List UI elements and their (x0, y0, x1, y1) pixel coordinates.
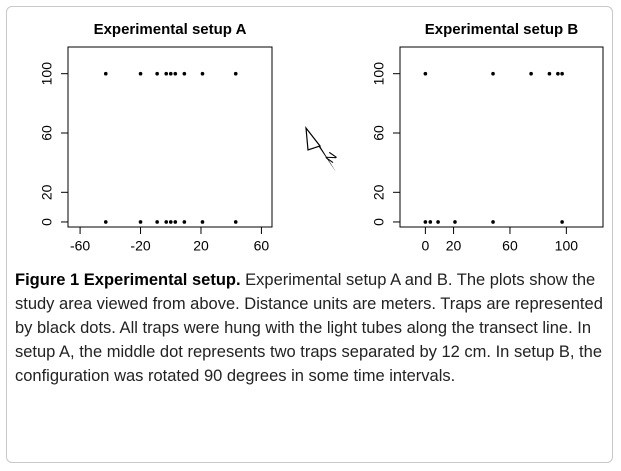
trap-point (200, 71, 205, 76)
y-tick-label: 100 (39, 62, 55, 86)
y-tick-label: 60 (371, 125, 387, 141)
plot-box (399, 46, 604, 228)
trap-point (491, 220, 495, 224)
trap-point (436, 220, 440, 224)
trap-point (453, 220, 457, 224)
trap-point (173, 71, 178, 76)
trap-point (155, 220, 159, 224)
y-tick-label: 0 (39, 218, 55, 226)
trap-point (233, 71, 238, 76)
trap-point (103, 71, 108, 76)
trap-point (233, 220, 238, 224)
chart-title: Experimental setup A (94, 21, 247, 38)
x-tick-label: -60 (70, 238, 90, 254)
x-tick-label: 100 (555, 238, 579, 254)
trap-point (556, 71, 560, 76)
plot-box (67, 46, 273, 228)
trap-point (138, 71, 143, 76)
y-tick-label: 0 (371, 218, 387, 226)
trap-point (423, 71, 428, 76)
trap-point (168, 220, 173, 224)
trap-point (560, 71, 564, 76)
x-tick-label: 60 (502, 238, 518, 254)
trap-point (182, 71, 187, 76)
caption-text: Experimental setup A and B. The plots sh… (15, 271, 603, 385)
trap-point (182, 220, 187, 224)
trap-point (423, 220, 428, 224)
trap-point (173, 220, 178, 224)
trap-point (103, 220, 108, 224)
y-tick-label: 20 (371, 184, 387, 200)
trap-point (168, 71, 173, 76)
trap-point (200, 220, 205, 224)
x-tick-label: 20 (193, 238, 209, 254)
compass: N (305, 126, 340, 172)
caption: Figure 1 Experimental setup. Experimenta… (15, 268, 613, 388)
trap-point (164, 71, 169, 76)
x-tick-label: 60 (254, 238, 270, 254)
y-tick-label: 100 (371, 62, 387, 86)
chart-title: Experimental setup B (425, 21, 579, 38)
y-tick-label: 20 (39, 184, 55, 200)
caption-label: Figure 1 Experimental setup. (15, 271, 241, 289)
x-tick-label: 0 (421, 238, 429, 254)
trap-point (138, 220, 143, 224)
trap-point (560, 220, 564, 224)
x-tick-label: 20 (446, 238, 462, 254)
x-tick-label: -20 (130, 238, 150, 254)
compass-arrow-light (305, 126, 321, 151)
trap-point (529, 71, 533, 76)
trap-point (428, 220, 433, 224)
y-tick-label: 60 (39, 125, 55, 141)
trap-point (491, 71, 495, 76)
trap-point (547, 71, 552, 76)
compass-label: N (322, 149, 340, 165)
trap-point (155, 71, 159, 76)
figure-plots: N Experimental setup A -60 -20 20 60 0 20 60 100… (39, 21, 604, 254)
trap-point (164, 220, 169, 224)
figure-frame (6, 6, 613, 463)
